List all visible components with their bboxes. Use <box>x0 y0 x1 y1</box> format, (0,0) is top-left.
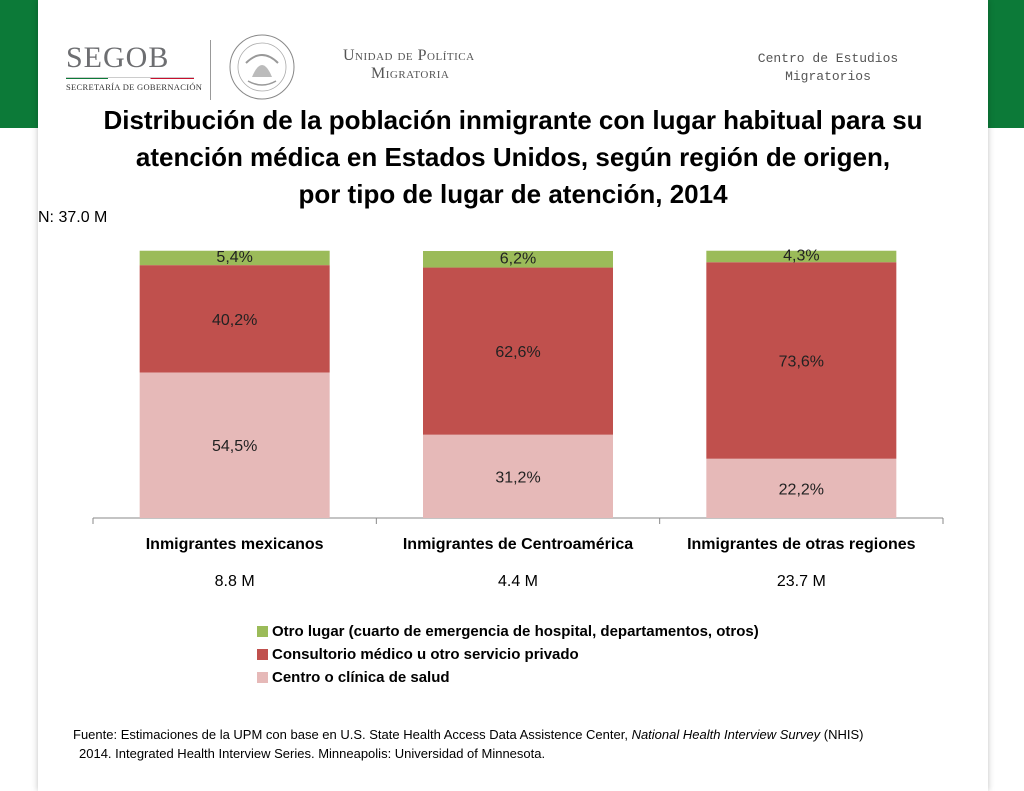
category-tick-label: Inmigrantes de Centroamérica <box>403 536 633 553</box>
bar-segment <box>706 458 897 518</box>
cem-line-2: Migratorios <box>785 69 871 84</box>
bar-segment <box>139 372 330 518</box>
legend-item-centro: Centro o clínica de salud <box>257 666 759 689</box>
data-label: 40,2% <box>212 312 257 329</box>
legend-swatch-centro <box>257 672 268 683</box>
cem-label: Centro de Estudios Migratorios <box>728 50 928 86</box>
chart-title-line-3: por tipo de lugar de atención, 2014 <box>298 179 728 209</box>
bar-segment <box>139 250 330 266</box>
source-footnote: Fuente: Estimaciones de la UPM con base … <box>73 725 953 763</box>
legend-swatch-consultorio <box>257 649 268 660</box>
data-label: 73,6% <box>779 353 824 370</box>
legend-label-otro: Otro lugar (cuarto de emergencia de hosp… <box>272 623 759 640</box>
bar-segment <box>423 267 613 435</box>
legend-item-consultorio: Consultorio médico u otro servicio priva… <box>257 643 759 666</box>
category-tick-label: Inmigrantes de otras regiones <box>687 536 916 553</box>
segob-wordmark: SEGOB <box>66 41 170 74</box>
segob-logo: SEGOB SECRETARÍA DE GOBERNACIÓN <box>66 42 206 92</box>
data-label: 4,3% <box>783 247 819 264</box>
legend-label-consultorio: Consultorio médico u otro servicio priva… <box>272 646 579 663</box>
bar-segment <box>423 434 613 518</box>
data-label: 54,5% <box>212 438 257 455</box>
footnote-line-1: Fuente: Estimaciones de la UPM con base … <box>73 725 953 744</box>
logo-divider <box>210 40 211 100</box>
green-band-left <box>0 0 38 128</box>
category-total-label: 23.7 M <box>777 573 826 590</box>
bar-segment <box>706 250 897 263</box>
legend-item-otro: Otro lugar (cuarto de emergencia de hosp… <box>257 620 759 643</box>
national-seal-icon <box>229 34 295 100</box>
stacked-bar-chart: 54,5% 40,2% 5,4% Inmigrantes mexicanos 8.8 M… <box>92 247 944 590</box>
data-label: 62,6% <box>495 344 540 361</box>
bar-segment <box>706 262 897 459</box>
upm-line-2: Migratoria <box>371 65 450 82</box>
chart-legend: Otro lugar (cuarto de emergencia de hosp… <box>257 620 759 689</box>
segob-subtitle: SECRETARÍA DE GOBERNACIÓN <box>66 82 203 92</box>
category-total-label: 8.8 M <box>215 573 255 590</box>
legend-swatch-otro <box>257 626 268 637</box>
bar-segment <box>423 251 613 268</box>
data-label: 6,2% <box>500 250 536 267</box>
flag-stripe <box>66 77 194 79</box>
data-label: 5,4% <box>216 249 252 266</box>
chart-title: Distribución de la población inmigrante … <box>78 102 948 213</box>
upm-line-1: Unidad de Política <box>343 47 475 64</box>
upm-logo-text: Unidad de Política Migratoria <box>343 47 475 83</box>
data-label: 31,2% <box>495 469 540 486</box>
green-band-right <box>988 0 1024 128</box>
cem-line-1: Centro de Estudios <box>757 51 899 66</box>
chart-title-line-2: atención médica en Estados Unidos, según… <box>135 142 891 172</box>
bar-segment <box>139 265 330 373</box>
legend-label-centro: Centro o clínica de salud <box>272 669 450 686</box>
footnote-text-a: Fuente: Estimaciones de la UPM con base … <box>73 727 632 742</box>
chart-title-line-1: Distribución de la población inmigrante … <box>103 105 923 135</box>
slide: SEGOB SECRETARÍA DE GOBERNACIÓN Unidad d… <box>38 0 988 791</box>
footnote-line-2: 2014. Integrated Health Interview Series… <box>79 746 546 761</box>
total-n-label: N: 37.0 M <box>38 209 108 226</box>
data-label: 22,2% <box>779 481 824 498</box>
category-tick-label: Inmigrantes mexicanos <box>146 536 324 553</box>
category-total-label: 4.4 M <box>498 573 538 590</box>
footnote-text-b: (NHIS) <box>820 727 864 742</box>
footnote-survey-name: National Health Interview Survey <box>631 727 821 742</box>
